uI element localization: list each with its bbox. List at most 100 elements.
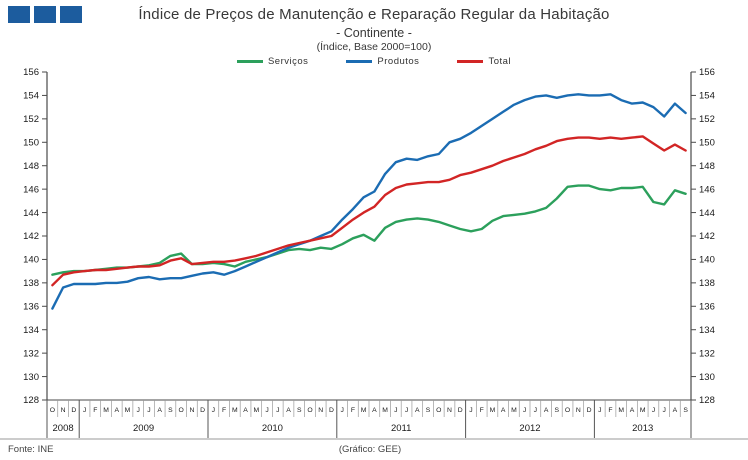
month-tick-label: S bbox=[426, 407, 431, 414]
month-tick-label: D bbox=[71, 407, 76, 414]
legend-swatch-total bbox=[457, 60, 484, 63]
month-tick-label: N bbox=[318, 407, 323, 414]
chart-note: (Índice, Base 2000=100) bbox=[316, 41, 432, 53]
chart-title: Índice de Preços de Manutenção e Reparaç… bbox=[138, 6, 610, 23]
month-tick-label: J bbox=[265, 407, 268, 414]
y-tick-label-right: 144 bbox=[699, 208, 715, 219]
month-tick-label: J bbox=[534, 407, 537, 414]
month-tick-label: J bbox=[147, 407, 150, 414]
month-tick-label: D bbox=[458, 407, 463, 414]
month-tick-label: M bbox=[511, 407, 517, 414]
y-tick-label-right: 148 bbox=[699, 161, 715, 172]
month-tick-label: A bbox=[157, 407, 162, 414]
y-tick-label-left: 152 bbox=[23, 114, 39, 125]
chart-legend: Serviços Produtos Total bbox=[0, 56, 748, 67]
y-tick-label-left: 156 bbox=[23, 67, 39, 78]
month-tick-label: A bbox=[243, 407, 248, 414]
y-tick-label-right: 136 bbox=[699, 301, 715, 312]
month-tick-label: S bbox=[555, 407, 560, 414]
y-tick-label-right: 132 bbox=[699, 348, 715, 359]
month-tick-label: D bbox=[587, 407, 592, 414]
legend-swatch-produtos bbox=[346, 60, 373, 63]
y-axis-labels: 128 128 130 130 132 132 134 134 136 136 138 138 140 1… bbox=[23, 67, 715, 406]
month-tick-label: F bbox=[351, 407, 355, 414]
month-tick-label: A bbox=[286, 407, 291, 414]
y-tick-label-right: 138 bbox=[699, 278, 715, 289]
legend-item-servicos: Serviços bbox=[236, 56, 308, 67]
y-tick-label-left: 138 bbox=[23, 278, 39, 289]
month-tick-label: A bbox=[544, 407, 549, 414]
month-tick-label: J bbox=[405, 407, 408, 414]
y-tick-label-right: 128 bbox=[699, 395, 715, 406]
logo-squares bbox=[8, 6, 82, 23]
month-tick-label: J bbox=[469, 407, 472, 414]
month-tick-label: N bbox=[61, 407, 66, 414]
month-tick-label: J bbox=[598, 407, 601, 414]
y-tick-label-right: 142 bbox=[699, 231, 715, 242]
month-tick-label: D bbox=[200, 407, 205, 414]
month-tick-label: F bbox=[480, 407, 484, 414]
year-tick-label: 2010 bbox=[262, 423, 283, 434]
axes bbox=[46, 72, 692, 401]
month-tick-label: N bbox=[447, 407, 452, 414]
y-tick-label-left: 154 bbox=[23, 91, 39, 102]
y-tick-label-right: 154 bbox=[699, 91, 715, 102]
y-tick-label-right: 140 bbox=[699, 255, 715, 266]
y-tick-label-left: 144 bbox=[23, 208, 39, 219]
month-tick-label: A bbox=[673, 407, 678, 414]
legend-item-total: Total bbox=[457, 56, 511, 67]
y-tick-label-left: 140 bbox=[23, 255, 39, 266]
logo-square bbox=[60, 6, 82, 23]
month-tick-label: J bbox=[523, 407, 526, 414]
month-tick-label: F bbox=[608, 407, 612, 414]
legend-label: Produtos bbox=[377, 56, 420, 67]
legend-item-produtos: Produtos bbox=[346, 56, 419, 67]
month-tick-label: S bbox=[168, 407, 173, 414]
legend-swatch-servicos bbox=[236, 60, 263, 63]
y-tick-label-left: 128 bbox=[23, 395, 39, 406]
month-tick-label: A bbox=[501, 407, 506, 414]
month-tick-label: J bbox=[276, 407, 279, 414]
month-tick-label: F bbox=[222, 407, 226, 414]
year-tick-label: 2008 bbox=[53, 423, 74, 434]
month-tick-label: J bbox=[652, 407, 655, 414]
month-tick-label: O bbox=[179, 407, 184, 414]
series-line-servicos bbox=[51, 184, 687, 276]
y-tick-label-left: 136 bbox=[23, 301, 39, 312]
credit-label: (Gráfico: GEE) bbox=[338, 444, 402, 455]
source-label: Fonte: INE bbox=[8, 444, 54, 455]
legend-label: Total bbox=[488, 56, 512, 67]
logo-square bbox=[8, 6, 30, 23]
month-tick-label: M bbox=[640, 407, 646, 414]
month-tick-label: J bbox=[83, 407, 86, 414]
y-tick-label-right: 156 bbox=[699, 67, 715, 78]
month-tick-label: A bbox=[114, 407, 119, 414]
y-tick-label-left: 148 bbox=[23, 161, 39, 172]
y-tick-label-right: 146 bbox=[699, 184, 715, 195]
y-tick-label-left: 150 bbox=[23, 137, 39, 148]
month-tick-label: S bbox=[297, 407, 302, 414]
month-tick-label: M bbox=[361, 407, 367, 414]
month-tick-label: D bbox=[329, 407, 334, 414]
month-tick-label: O bbox=[436, 407, 441, 414]
y-tick-label-right: 134 bbox=[699, 325, 715, 336]
series-line-produtos bbox=[51, 93, 687, 310]
month-tick-label: M bbox=[103, 407, 109, 414]
logo-square bbox=[34, 6, 56, 23]
y-tick-label-left: 132 bbox=[23, 348, 39, 359]
year-tick-label: 2012 bbox=[519, 423, 540, 434]
month-tick-label: M bbox=[125, 407, 131, 414]
month-tick-label: J bbox=[212, 407, 215, 414]
month-tick-label: M bbox=[253, 407, 259, 414]
year-tick-label: 2011 bbox=[391, 423, 411, 434]
month-tick-label: N bbox=[576, 407, 581, 414]
y-tick-label-left: 134 bbox=[23, 325, 39, 336]
month-tick-label: J bbox=[137, 407, 140, 414]
month-tick-label: M bbox=[232, 407, 238, 414]
month-tick-label: A bbox=[630, 407, 635, 414]
month-tick-label: M bbox=[490, 407, 496, 414]
series-line-total bbox=[51, 135, 687, 287]
chart-subtitle: - Continente - bbox=[336, 26, 412, 40]
